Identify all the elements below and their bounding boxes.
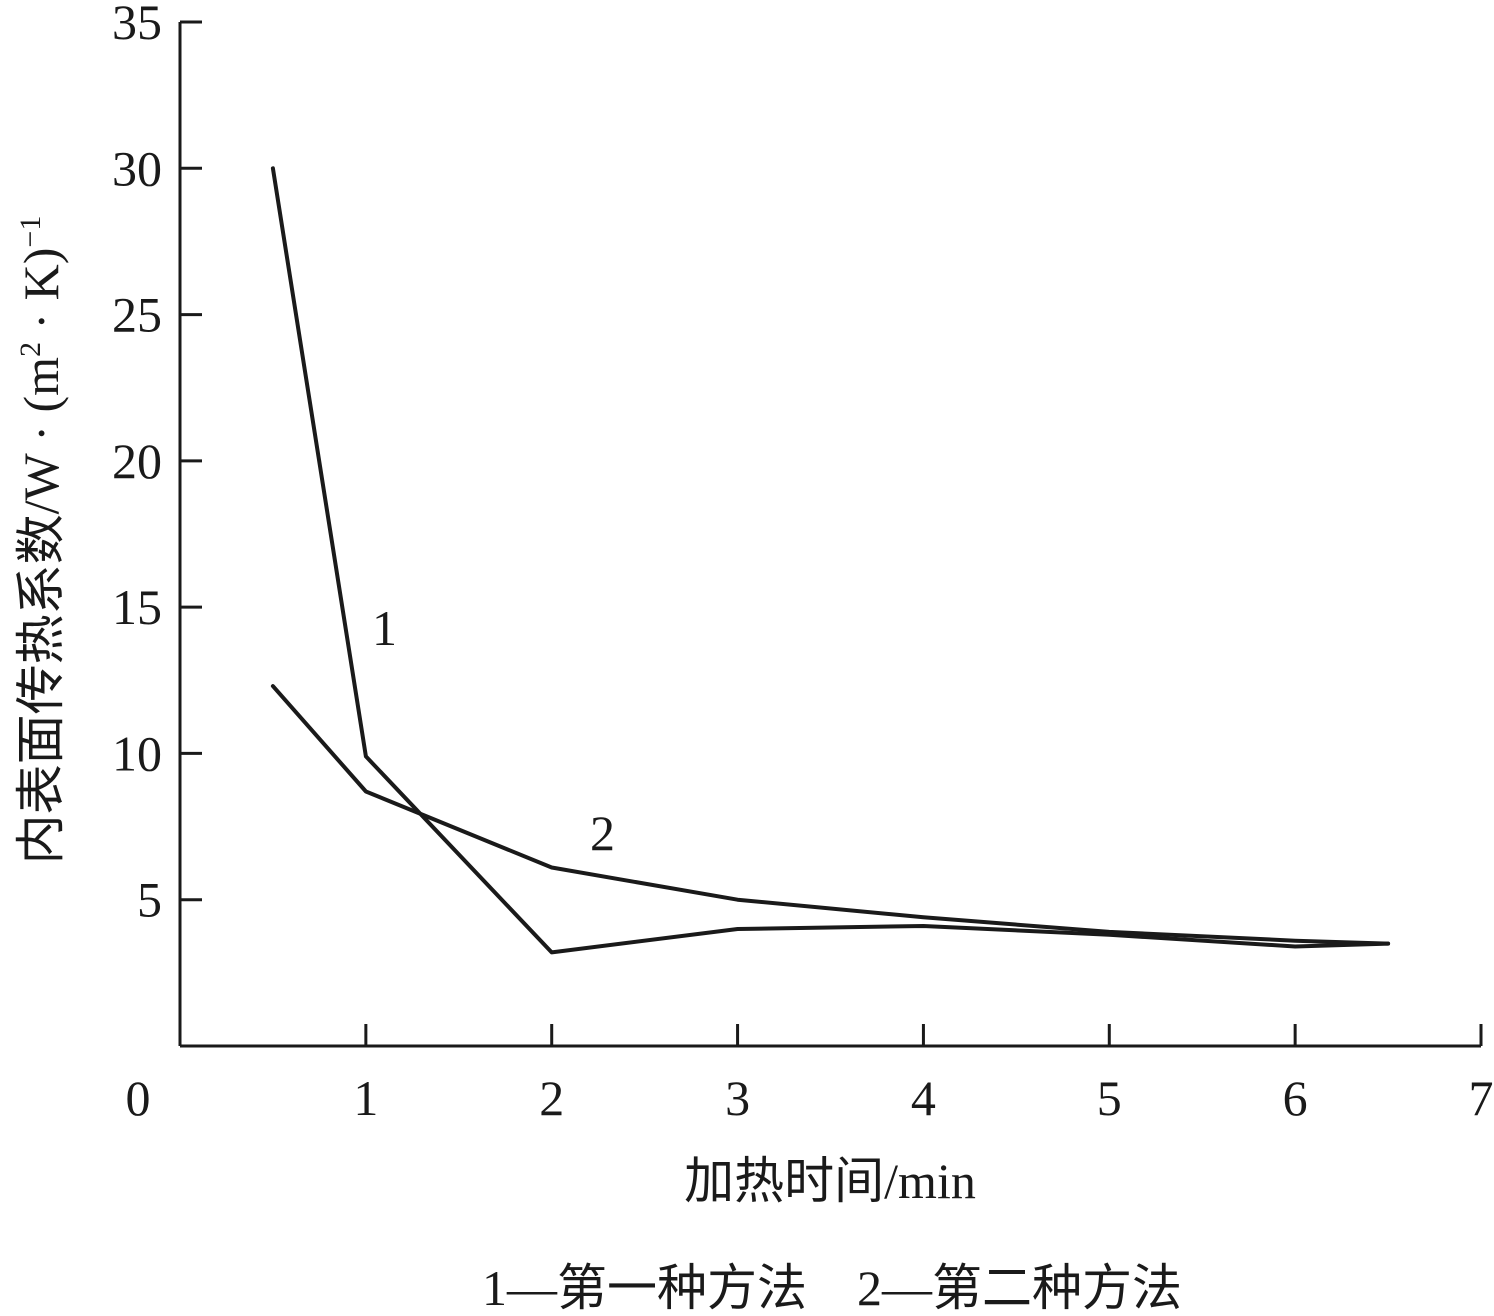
y-tick-label: 20	[112, 433, 162, 489]
series-line-1	[270, 166, 1391, 955]
y-tick-label: 35	[112, 0, 162, 50]
x-tick-label: 7	[1469, 1070, 1494, 1126]
y-axis-title-sup2: −1	[14, 216, 47, 248]
y-tick-label: 25	[112, 287, 162, 343]
legend: 1—第一种方法 2—第二种方法	[482, 1260, 1182, 1316]
x-tick-label: 2	[539, 1070, 564, 1126]
x-axis-ticks: 0 1 2 3 4 5 6 7	[126, 1024, 1494, 1126]
x-tick-label: 1	[353, 1070, 378, 1126]
x-tick-label: 4	[911, 1070, 936, 1126]
y-axis-ticks: 5 10 15 20 25 30 35	[112, 0, 202, 928]
y-tick-label: 15	[112, 579, 162, 635]
curve-label-1: 1	[372, 600, 397, 656]
y-axis-title-main: 内表面传热系数/W · (m	[13, 357, 69, 864]
series-line-2	[270, 684, 1391, 946]
x-axis-title: 加热时间/min	[684, 1153, 976, 1209]
x-tick-label: 3	[725, 1070, 750, 1126]
curve-label-2: 2	[590, 805, 615, 861]
x-tick-label: 6	[1283, 1070, 1308, 1126]
x-tick-label: 0	[126, 1070, 151, 1126]
y-axis-title: 内表面传热系数/W · (m2 · K)−1	[13, 216, 69, 865]
series-lines	[270, 166, 1391, 955]
y-tick-label: 30	[112, 140, 162, 196]
x-tick-label: 5	[1097, 1070, 1122, 1126]
y-axis-title-mid: · K)	[13, 248, 69, 342]
y-tick-label: 10	[112, 725, 162, 781]
y-axis-title-sup1: 2	[14, 342, 47, 357]
y-tick-label: 5	[137, 872, 162, 928]
